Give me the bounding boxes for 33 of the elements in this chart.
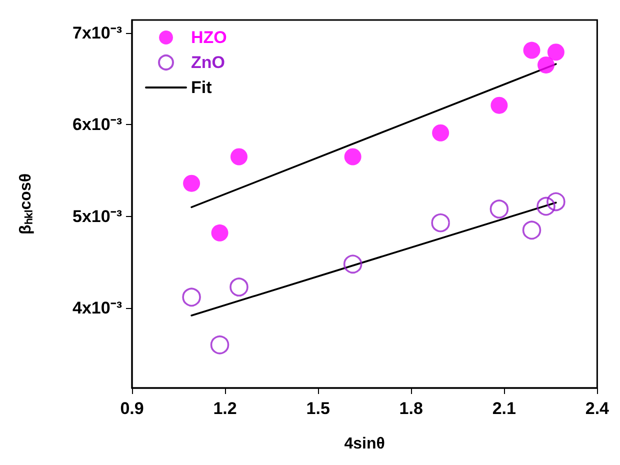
point bbox=[536, 196, 556, 216]
point bbox=[522, 220, 542, 240]
x-tick-label: 1.2 bbox=[213, 399, 237, 418]
point bbox=[490, 96, 508, 114]
point bbox=[431, 213, 450, 232]
point bbox=[210, 335, 230, 354]
legend-label: ZnO bbox=[191, 53, 225, 72]
x-tick-label: 1.8 bbox=[399, 399, 423, 418]
legend-label: HZO bbox=[191, 28, 227, 47]
point bbox=[183, 174, 200, 192]
y-tick-label: 7x10⁻³ bbox=[72, 23, 122, 42]
point bbox=[538, 56, 555, 74]
y-tick-label: 4x10⁻³ bbox=[72, 298, 122, 318]
point bbox=[211, 224, 228, 242]
point bbox=[230, 278, 248, 296]
x-tick-label: 0.9 bbox=[120, 399, 144, 418]
point bbox=[523, 42, 540, 59]
y-axis-title: βₕₖₗcosθ bbox=[18, 174, 34, 234]
point bbox=[490, 200, 509, 218]
point bbox=[546, 192, 566, 212]
y-tick-label: 6x10⁻³ bbox=[72, 115, 122, 134]
point bbox=[182, 288, 201, 307]
y-tick-label: 5x10⁻³ bbox=[72, 206, 122, 226]
point bbox=[344, 148, 362, 166]
x-tick-label: 1.5 bbox=[306, 399, 330, 418]
point bbox=[230, 148, 248, 166]
point bbox=[343, 254, 362, 274]
legend-label: Fit bbox=[191, 78, 212, 97]
x-tick-label: 2.1 bbox=[492, 399, 516, 418]
x-axis-title: 4sinθ bbox=[344, 436, 385, 452]
point bbox=[547, 44, 564, 61]
point bbox=[432, 124, 450, 142]
x-tick-label: 2.4 bbox=[585, 399, 610, 418]
